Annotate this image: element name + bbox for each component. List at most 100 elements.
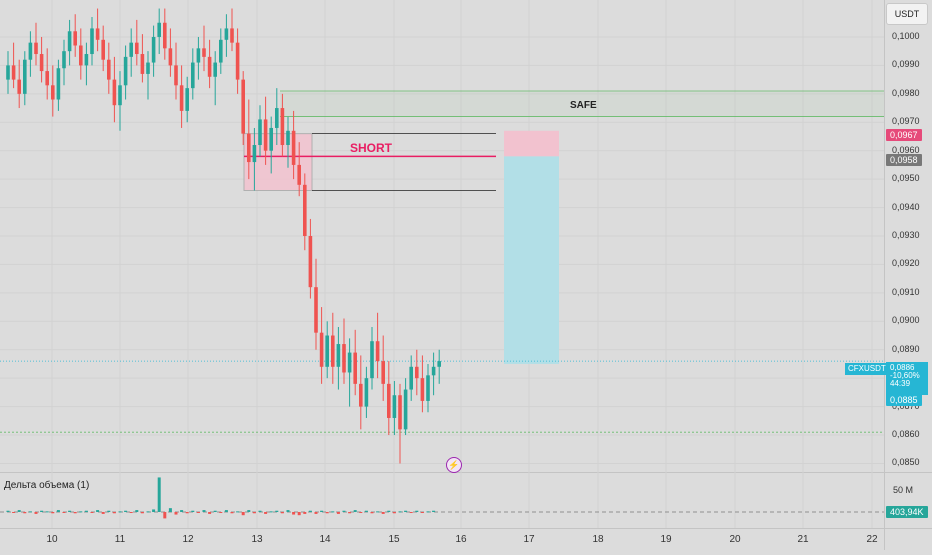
price-tick-label: 0,0900 [892,315,920,326]
candle-body [291,130,296,165]
delta-volume-bar [118,511,122,513]
candle-body [163,22,167,49]
delta-volume-bar [84,510,88,512]
price-tick-label: 0,0890 [892,343,920,354]
delta-volume-bar [392,512,396,514]
delta-volume-bar [174,512,178,515]
price-tick-label: 0,0980 [892,87,920,98]
price-tick-label: 0,0990 [892,59,920,70]
delta-volume-bar [252,512,256,514]
time-tick-label: 12 [182,534,194,545]
candle-body [107,59,111,80]
candle-body [263,119,268,151]
delta-volume-bar [292,512,296,515]
candle-body [196,48,201,63]
candle-body [286,130,290,146]
current-price-box: 0,0886 -10,60% 44:39 [886,362,928,395]
candle-body [235,42,240,80]
current-price-countdown: 44:39 [890,379,911,388]
delta-volume-bar [73,512,77,514]
delta-volume-bar [129,512,133,513]
candle-body [308,236,313,288]
current-price-value: 0,0886 [890,363,915,372]
candle-body [174,65,178,86]
candle-body [202,48,206,57]
delta-volume-bar [51,512,55,514]
delta-volume-bar [331,511,335,513]
price-tick-label: 0,0920 [892,258,920,269]
delta-volume-bar [286,510,290,512]
delta-volume-bar [34,512,38,514]
price-tick-label: 0,0930 [892,230,920,240]
safe-zone [280,90,884,117]
short-label: SHORT [350,141,392,155]
entry-level-badge: 0,0958 [886,154,922,166]
candle-body [370,341,374,379]
candle-body [179,85,184,111]
time-tick-label: 18 [592,534,604,545]
candle-body [258,119,262,146]
candle-body [45,71,49,86]
delta-volume-bar [219,512,223,513]
candle-body [331,335,335,367]
delta-volume-bar [258,510,262,512]
delta-volume-bar [135,510,139,512]
indicator-pane-bg [0,473,884,528]
delta-volume-bar [40,510,44,512]
indicator-label[interactable]: Дельта объема (1) [4,480,90,491]
time-tick-label: 14 [319,534,331,545]
candle-body [219,39,223,63]
indicator-value-badge: 403,94K [886,506,928,518]
price-tick-label: 0,1000 [892,30,920,41]
candle-body [112,79,117,106]
candle-body [224,28,229,40]
candle-body [90,28,94,55]
unit-button[interactable]: USDT [886,3,928,25]
price-tick-label: 0,0950 [892,173,920,184]
candle-body [123,56,128,86]
candle-body [84,54,89,66]
candle-body [230,28,234,43]
time-tick-label: 19 [660,534,672,545]
candle-body [375,341,380,362]
delta-volume-bar [202,510,206,512]
candle-body [79,45,83,66]
time-tick-label: 15 [388,534,400,545]
delta-volume-bar [404,510,408,512]
candle-body [269,127,273,151]
delta-volume-bar [56,510,60,512]
candle-body [56,68,61,100]
delta-volume-bar [168,508,172,512]
candle-body [151,36,156,63]
candle-body [17,79,21,94]
candle-body [95,28,100,40]
candle-body [420,378,425,401]
delta-volume-bar [387,510,391,512]
candle-body [431,366,436,376]
candle-body [364,378,369,407]
candle-body [297,164,301,185]
price-tick-label: 0,0910 [892,286,920,297]
delta-volume-bar [398,511,402,513]
candle-body [403,389,408,430]
candle-body [314,287,318,333]
delta-volume-bar [112,512,116,514]
candle-body [342,344,346,373]
candle-body [359,383,363,407]
delta-volume-bar [364,510,368,512]
delta-volume-bar [62,512,66,513]
candle-body [28,42,33,60]
candle-body [51,85,55,100]
delta-volume-bar [359,512,363,513]
safe-label: SAFE [570,100,597,111]
delta-volume-bar [79,511,83,513]
time-tick-label: 13 [251,534,263,545]
delta-volume-bar [45,511,49,513]
symbol-tag: CFXUSDT [845,363,889,375]
delta-volume-bar [426,511,430,513]
lightning-icon[interactable]: ⚡ [446,457,462,473]
delta-volume-bar [180,510,184,512]
candle-body [34,42,38,55]
